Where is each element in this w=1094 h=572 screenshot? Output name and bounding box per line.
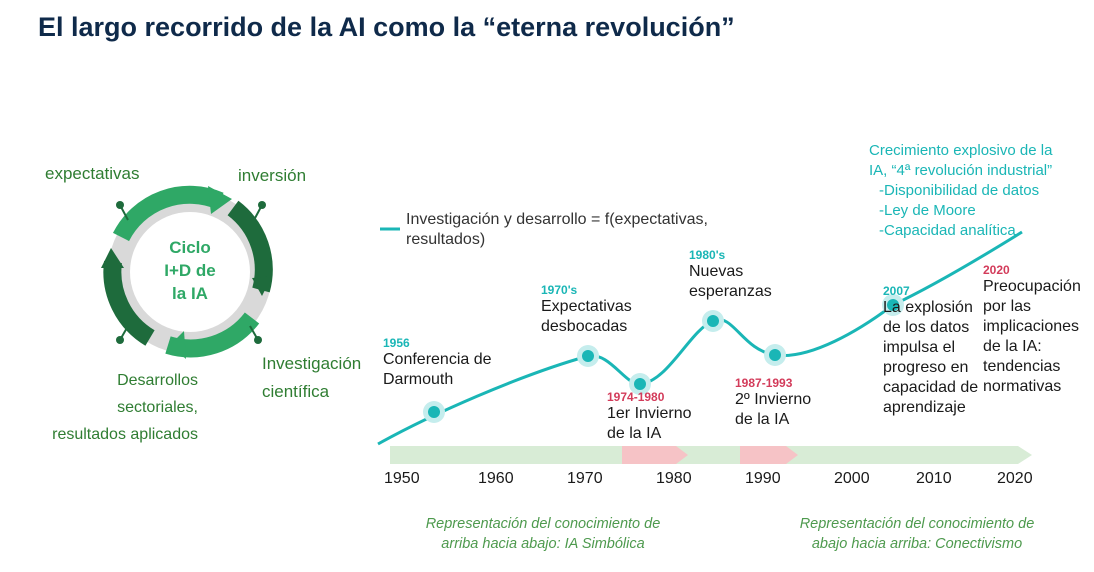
event-1974-1980: 1974-1980 1er Invierno de la IA: [607, 390, 692, 442]
cycle-center-line-2: I+D de: [164, 261, 216, 280]
pin-investigacion: [254, 336, 262, 344]
cycle-center-line-3: la IA: [172, 284, 208, 303]
cycle-inner-white: [130, 212, 250, 332]
band-winter-2: [740, 446, 786, 464]
point-1980: [707, 315, 719, 327]
arrow-right: [252, 276, 272, 296]
tick-2020: 2020: [997, 470, 1033, 487]
arrow-bottom: [170, 331, 186, 359]
band-green-tip: [1018, 446, 1032, 464]
cycle-center-line-1: Ciclo: [169, 238, 211, 257]
event-points: [423, 294, 904, 423]
tick-1970: 1970: [567, 470, 603, 487]
label-desarrollos: Desarrollos sectoriales, resultados apli…: [52, 372, 198, 443]
point-1956: [428, 406, 440, 418]
pin-expectativas: [116, 201, 124, 209]
timeline-bands: [390, 446, 1032, 464]
band-green: [390, 446, 1018, 464]
band-winter-1: [622, 446, 676, 464]
event-1956: 1956 Conferencia de Darmouth: [383, 336, 492, 388]
point-1970: [582, 350, 594, 362]
tick-1980: 1980: [656, 470, 692, 487]
pin-inversion: [258, 201, 266, 209]
tick-1960: 1960: [478, 470, 514, 487]
event-2007: 2007 La explosión de los datos impulsa e…: [883, 284, 979, 416]
cycle-center-label: Ciclo I+D de la IA: [150, 236, 230, 305]
tick-2000: 2000: [834, 470, 870, 487]
label-inversion: inversión: [238, 166, 307, 185]
event-1987-1993: 1987-1993 2º Invierno de la IA: [735, 376, 812, 428]
point-2007: [887, 299, 899, 311]
point-1987: [769, 349, 781, 361]
label-expectativas: expectativas: [45, 164, 140, 183]
event-1970s: 1970's Expectativas desbocadas: [541, 283, 632, 335]
pin-desarrollos: [116, 336, 124, 344]
label-investigacion: Investigación científica: [262, 354, 362, 401]
growth-annotation: Crecimiento explosivo de la IA, “4ª revo…: [869, 142, 1053, 239]
point-1974: [634, 378, 646, 390]
arrow-top: [208, 186, 232, 214]
arc-top: [112, 185, 224, 242]
tick-2010: 2010: [916, 470, 952, 487]
arc-left: [103, 260, 155, 346]
event-1980s: 1980's Nuevas esperanzas: [689, 248, 772, 300]
event-2020: 2020 Preocupación por las implicaciones …: [983, 263, 1081, 395]
cycle-ring: [101, 185, 273, 359]
caption-connectionism: Representación del conocimiento de abajo…: [799, 516, 1035, 552]
page-title: El largo recorrido de la AI como la “ete…: [38, 12, 735, 42]
caption-symbolic: Representación del conocimiento de arrib…: [425, 516, 661, 552]
tick-1950: 1950: [384, 470, 420, 487]
arrow-left: [101, 248, 124, 268]
legend-text: Investigación y desarrollo = f(expectati…: [406, 211, 708, 248]
tick-1990: 1990: [745, 470, 781, 487]
